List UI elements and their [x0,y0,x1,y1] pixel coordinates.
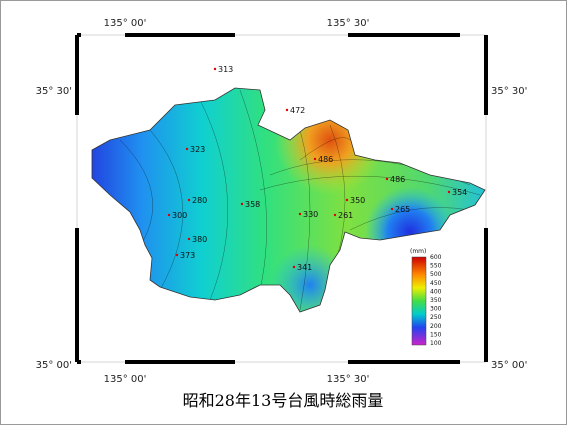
lon-label-bottom: 135° 30' [327,374,370,385]
legend-tick: 200 [430,323,442,330]
region-outline [91,87,486,313]
legend-tick: 300 [430,306,442,313]
station-value: 330 [303,210,318,219]
legend-tick: 350 [430,297,442,304]
station-value: 313 [218,65,233,74]
legend-tick: 550 [430,263,442,270]
station-dot [185,147,189,151]
lon-label-top: 135° 30' [327,18,370,29]
station-value: 358 [245,200,260,209]
color-bar [411,256,427,346]
lat-label-right: 35° 30' [491,86,527,97]
lon-label-bottom: 135° 00' [104,374,147,385]
station-dot [240,202,244,206]
station-dot [175,253,179,257]
station-dot [187,237,191,241]
station-dot [390,207,394,211]
legend-tick: 400 [430,288,442,295]
station-value: 486 [390,175,405,184]
lat-label-right: 35° 00' [491,360,527,371]
legend-tick: 250 [430,314,442,321]
station-value: 350 [350,196,365,205]
lat-label-left: 35° 30' [36,86,72,97]
station-dot [345,198,349,202]
station-value: 261 [338,211,353,220]
station-value: 265 [395,205,410,214]
legend-unit: (mm) [410,248,426,255]
station-value: 323 [190,145,205,154]
station-value: 380 [192,235,207,244]
station-dot [447,190,451,194]
station-value: 472 [290,106,305,115]
station-value: 354 [452,188,467,197]
legend-tick: 600 [430,254,442,261]
station-value: 486 [318,155,333,164]
legend-tick: 500 [430,271,442,278]
station-value: 341 [297,263,312,272]
station-dot [298,212,302,216]
station-dot [313,157,317,161]
station-value: 280 [192,196,207,205]
station-dot [292,265,296,269]
legend-tick: 150 [430,331,442,338]
station-value: 373 [180,251,195,260]
legend-tick: 450 [430,280,442,287]
station-dot [285,108,289,112]
lat-label-left: 35° 00' [36,360,72,371]
station-dot [213,67,217,71]
station-dot [187,198,191,202]
legend-tick: 100 [430,340,442,347]
frame-ticks [75,33,488,364]
caption: 昭和28年13号台風時総雨量 [183,391,384,410]
station-dot [385,177,389,181]
station-value: 300 [172,211,187,220]
lon-label-top: 135° 00' [104,18,147,29]
station-dot [333,213,337,217]
station-dot [167,213,171,217]
